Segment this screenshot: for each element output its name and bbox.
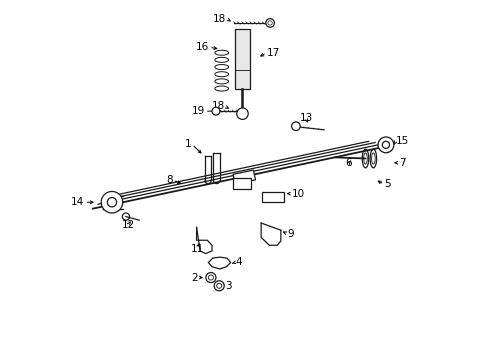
Circle shape xyxy=(378,137,394,153)
Text: 7: 7 xyxy=(399,158,406,168)
Text: 15: 15 xyxy=(395,136,409,146)
Text: 10: 10 xyxy=(292,189,305,199)
Text: 1: 1 xyxy=(185,139,192,149)
Circle shape xyxy=(212,107,220,115)
Circle shape xyxy=(122,213,129,220)
Text: 16: 16 xyxy=(196,42,209,52)
Text: 8: 8 xyxy=(166,175,172,185)
Text: 14: 14 xyxy=(71,197,84,207)
Circle shape xyxy=(101,192,122,213)
Text: 19: 19 xyxy=(192,106,205,116)
Text: 5: 5 xyxy=(384,179,391,189)
Circle shape xyxy=(292,122,300,131)
Text: 17: 17 xyxy=(267,48,280,58)
Text: 11: 11 xyxy=(191,244,204,254)
Text: 6: 6 xyxy=(345,158,352,168)
Bar xyxy=(235,30,250,89)
Text: 12: 12 xyxy=(122,220,135,230)
Text: 13: 13 xyxy=(299,113,313,123)
Text: 18: 18 xyxy=(213,14,226,24)
Text: 3: 3 xyxy=(225,281,232,291)
Text: 18: 18 xyxy=(212,102,225,112)
Circle shape xyxy=(237,108,248,120)
Bar xyxy=(262,192,284,202)
Circle shape xyxy=(214,281,224,291)
Text: 9: 9 xyxy=(287,229,294,239)
Circle shape xyxy=(266,19,274,27)
Polygon shape xyxy=(233,170,255,184)
Circle shape xyxy=(206,273,216,283)
Bar xyxy=(233,178,251,189)
Text: 4: 4 xyxy=(235,257,242,267)
Text: 2: 2 xyxy=(191,273,197,283)
